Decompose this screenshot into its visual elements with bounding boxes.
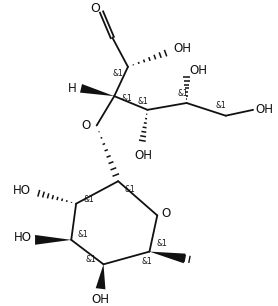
Text: &1: &1 (177, 89, 188, 98)
Text: &1: &1 (121, 94, 132, 103)
Text: OH: OH (189, 64, 207, 77)
Text: OH: OH (174, 42, 192, 55)
Text: &1: &1 (85, 255, 96, 264)
Text: OH: OH (91, 293, 110, 306)
Text: &1: &1 (157, 239, 168, 248)
Text: O: O (90, 2, 100, 15)
Polygon shape (150, 252, 186, 263)
Text: &1: &1 (125, 185, 135, 193)
Text: &1: &1 (113, 69, 123, 78)
Text: &1: &1 (137, 96, 148, 106)
Text: O: O (81, 119, 91, 132)
Text: H: H (68, 82, 77, 95)
Text: OH: OH (256, 103, 274, 116)
Text: HO: HO (14, 231, 32, 244)
Polygon shape (96, 264, 105, 289)
Text: &1: &1 (215, 101, 226, 110)
Text: &1: &1 (141, 257, 152, 266)
Polygon shape (80, 84, 114, 96)
Polygon shape (35, 235, 71, 245)
Text: &1: &1 (83, 195, 94, 204)
Text: HO: HO (13, 184, 31, 196)
Text: &1: &1 (78, 230, 88, 240)
Text: OH: OH (135, 149, 153, 162)
Text: O: O (162, 207, 171, 220)
